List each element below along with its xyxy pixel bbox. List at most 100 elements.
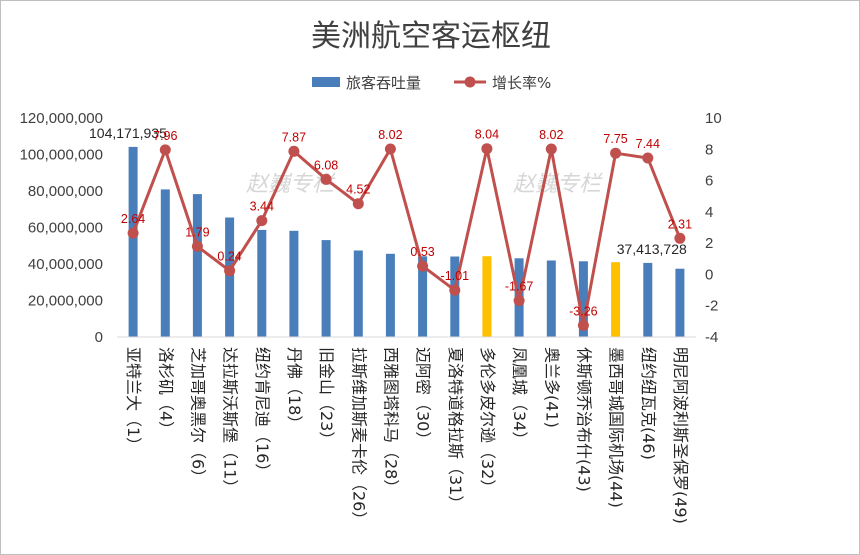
category-label: 多伦多皮尔逊（32）: [478, 347, 497, 495]
line-data-label: 6.08: [314, 158, 338, 172]
line-data-label: 7.75: [603, 132, 627, 146]
line-data-label: -3.26: [569, 304, 598, 318]
line-data-label: 8.02: [378, 128, 402, 142]
category-label: 旧金山（23）: [317, 347, 336, 447]
bar-data-label: 104,171,935: [89, 125, 167, 141]
line-point: [642, 152, 654, 164]
bar: [643, 262, 653, 337]
legend-bar-swatch: [312, 77, 340, 87]
category-label: 休斯顿乔治布什(43): [574, 347, 593, 492]
line-point: [224, 265, 236, 277]
bar: [321, 240, 331, 337]
legend: 旅客吞吐量 增长率%: [312, 74, 551, 92]
bar: [385, 253, 395, 337]
category-label: 奥兰多(41): [542, 347, 561, 428]
right-axis-tick-label: 8: [705, 141, 713, 158]
line-data-label: 0.53: [410, 245, 434, 259]
category-label: 拉斯维加斯麦卡伦（26）: [349, 347, 368, 527]
bar: [482, 256, 492, 337]
line-data-label: 8.02: [539, 128, 563, 142]
bar: [192, 194, 202, 337]
line-point: [610, 147, 622, 159]
category-label: 达拉斯沃斯堡（11）: [221, 347, 240, 495]
line-point: [159, 144, 171, 156]
line-point: [191, 240, 203, 252]
right-axis-tick-label: 2: [705, 235, 713, 252]
line-data-label: 3.44: [250, 200, 274, 214]
bar: [450, 256, 460, 337]
legend-bar-label: 旅客吞吐量: [346, 74, 421, 92]
line-point: [577, 319, 589, 331]
line-data-label: 7.96: [153, 129, 177, 143]
category-label: 纽约肯尼迪（16）: [253, 347, 272, 479]
line-data-label: 8.04: [475, 128, 499, 142]
left-axis-tick-label: 0: [95, 329, 103, 346]
left-axis-tick-label: 120,000,000: [20, 110, 103, 127]
line-point: [320, 173, 332, 185]
bar: [675, 268, 685, 337]
bar: [160, 189, 170, 337]
line-data-label: 7.44: [636, 137, 660, 151]
bar: [611, 262, 621, 337]
line-point: [417, 260, 429, 272]
bar-data-label: 37,413,728: [617, 241, 687, 257]
category-label: 西雅图塔科马（28）: [381, 347, 400, 495]
line-data-label: 0.24: [217, 250, 241, 264]
left-axis: 0 20,000,000 40,000,000 60,000,000 80,000,00…: [20, 110, 103, 346]
chart-title: 美洲航空客运枢纽: [311, 19, 551, 54]
bar: [289, 230, 299, 337]
bar: [225, 217, 235, 337]
line-data-label: 4.52: [346, 183, 370, 197]
line-point: [545, 143, 557, 155]
growth-line: [131, 147, 682, 327]
category-label: 迈阿密（30）: [414, 347, 433, 447]
bar: [546, 260, 556, 337]
line-point: [384, 143, 396, 155]
category-label: 芝加哥奥黑尔（6）: [188, 347, 207, 485]
line-point: [288, 145, 300, 157]
legend-line-marker: [464, 76, 476, 88]
line-data-label: -1.01: [441, 269, 470, 283]
line-point: [352, 198, 364, 210]
left-axis-tick-label: 80,000,000: [28, 183, 103, 200]
bar: [128, 146, 138, 337]
right-axis-tick-label: 4: [705, 204, 713, 221]
category-label: 墨西哥城国际机场(44): [607, 347, 626, 508]
right-axis-tick-label: 6: [705, 173, 713, 190]
legend-line-label: 增长率%: [492, 74, 551, 92]
right-axis-tick-label: -4: [705, 329, 718, 346]
category-label: 丹佛（18）: [285, 347, 304, 431]
line-point: [513, 295, 525, 307]
category-label: 亚特兰大（1）: [124, 347, 143, 453]
line-point: [481, 143, 493, 155]
line-point: [449, 284, 461, 296]
left-axis-tick-label: 40,000,000: [28, 256, 103, 273]
bar: [353, 250, 363, 337]
category-label: 凤凰城（34）: [510, 347, 529, 447]
left-axis-tick-label: 100,000,000: [20, 147, 103, 164]
left-axis-tick-label: 60,000,000: [28, 220, 103, 237]
line-data-label: 7.87: [282, 130, 306, 144]
left-axis-tick-label: 20,000,000: [28, 293, 103, 310]
right-axis-tick-label: -2: [705, 298, 718, 315]
right-axis-tick-label: 0: [705, 266, 713, 283]
category-label: 明尼阿波利斯圣保罗(49): [671, 347, 690, 524]
bar: [257, 229, 267, 337]
category-label: 纽约纽瓦克(46): [639, 347, 658, 460]
right-axis-tick-label: 10: [705, 110, 722, 127]
line-series: 2.64 7.96 1.79 0.24 3.44 7.87 6.08 4.52 8.02 0.53…: [121, 128, 692, 331]
bar: [578, 261, 588, 337]
line-point: [127, 227, 139, 239]
right-axis: -4 -2 0 2 4 6 8 10: [705, 110, 722, 346]
line-data-label: 2.31: [668, 217, 692, 231]
bar: [418, 256, 428, 337]
line-point: [674, 232, 686, 244]
category-label: 夏洛特道格拉斯（31）: [446, 347, 465, 511]
line-data-label: 1.79: [185, 225, 209, 239]
line-point: [256, 215, 268, 227]
line-data-label: 2.64: [121, 212, 145, 226]
category-labels: 亚特兰大（1） 洛杉矶（4） 芝加哥奥黑尔（6） 达拉斯沃斯堡（11） 纽约肯尼迪（16…: [124, 347, 690, 527]
line-data-label: -1.67: [505, 280, 534, 294]
